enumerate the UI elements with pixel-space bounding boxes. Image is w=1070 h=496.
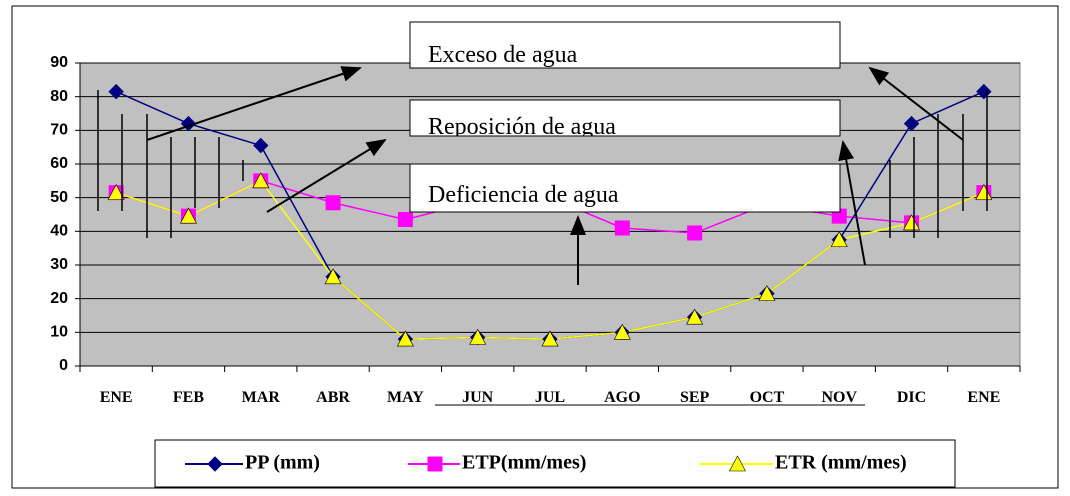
point	[179, 207, 197, 224]
annotation-box: Reposición de agua	[409, 99, 841, 140]
x-tick-label: OCT	[750, 389, 785, 406]
point	[325, 195, 341, 211]
x-tick-label: MAR	[242, 389, 281, 406]
point	[396, 330, 414, 347]
point	[253, 137, 269, 154]
annotation-box: Exceso de agua	[409, 21, 841, 69]
point	[686, 308, 704, 325]
legend-label: ETP(mm/mes)	[462, 452, 586, 474]
x-tick-label: SEP	[680, 389, 710, 406]
x-tick-label: JUL	[535, 389, 565, 406]
annotation-box: Deficiencia de agua	[409, 163, 841, 213]
point	[541, 330, 559, 347]
point	[758, 284, 776, 301]
point	[427, 456, 443, 472]
y-tick-label: 20	[50, 290, 68, 307]
y-tick-label: 10	[50, 324, 68, 341]
annotation: Exceso de agua	[428, 42, 578, 68]
y-tick-label: 30	[50, 256, 68, 273]
x-tick-label: ABR	[316, 389, 350, 406]
point	[975, 183, 993, 200]
point	[324, 268, 342, 285]
y-tick-label: 0	[59, 357, 68, 374]
point	[903, 214, 921, 231]
y-tick-label: 80	[50, 88, 68, 105]
arrows	[146, 66, 964, 285]
x-tick-label: ENE	[967, 389, 1000, 406]
point	[687, 225, 703, 241]
hatch	[97, 90, 988, 238]
point	[830, 231, 848, 248]
point	[903, 115, 920, 132]
x-tick-label: AGO	[604, 389, 640, 406]
legend	[154, 439, 956, 488]
point	[831, 208, 847, 224]
point	[107, 183, 125, 200]
legend-label: PP (mm)	[245, 452, 320, 474]
x-tick-label: ENE	[100, 389, 133, 406]
y-tick-label: 90	[50, 54, 68, 71]
x-tick-label: JUN	[462, 389, 494, 406]
y-tick-label: 60	[50, 155, 68, 172]
point	[469, 328, 487, 345]
y-tick-label: 40	[50, 223, 68, 240]
point	[729, 455, 746, 472]
point	[252, 172, 270, 189]
point	[613, 323, 631, 340]
point	[614, 220, 630, 236]
annotation: Deficiencia de agua	[428, 182, 619, 208]
x-tick-label: FEB	[173, 389, 204, 406]
point	[397, 212, 413, 228]
legend-label: ETR (mm/mes)	[775, 452, 907, 474]
y-tick-label: 70	[50, 122, 68, 139]
x-tick-label: MAY	[387, 389, 424, 406]
point	[108, 83, 124, 100]
x-tick-label: NOV	[821, 389, 857, 406]
x-tick-label: DIC	[897, 389, 926, 406]
point	[207, 456, 223, 472]
y-tick-label: 50	[50, 189, 68, 206]
annotation: Reposición de agua	[428, 114, 616, 140]
